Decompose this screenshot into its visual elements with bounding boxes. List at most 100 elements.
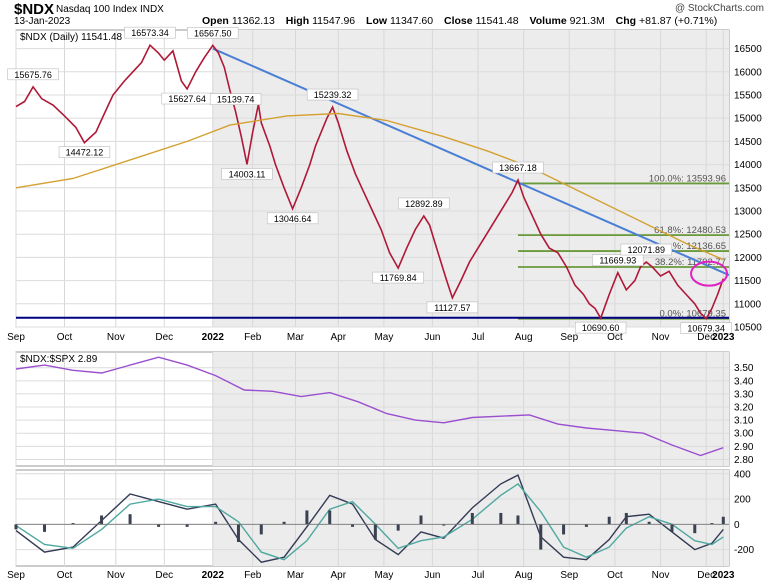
x-tick-label: 2023: [712, 332, 735, 343]
histogram-bar: [624, 512, 628, 525]
price-annotation: 12892.89: [405, 199, 443, 209]
high-value: 11547.96: [312, 15, 356, 27]
x-tick-label: Nov: [107, 570, 125, 581]
price-annotation-box: [187, 27, 239, 39]
price-y-tick-label: 15000: [734, 114, 762, 125]
price-annotation-box: [7, 68, 59, 81]
histogram-bar: [282, 521, 286, 525]
x-tick-label: Aug: [515, 570, 533, 581]
price-y-tick-label: 12000: [734, 253, 762, 264]
price-annotation: 15627.64: [168, 94, 206, 104]
x-tick-label: Aug: [515, 332, 533, 343]
watermark: @ StockCharts.com: [674, 3, 764, 14]
x-tick-label: May: [374, 332, 393, 343]
histogram-bar: [442, 524, 446, 526]
x-tick-label: Dec: [155, 570, 173, 581]
x-tick-label: Oct: [607, 332, 623, 343]
price-annotation: 15239.32: [314, 90, 352, 100]
price-annotation-box: [592, 254, 644, 267]
x-tick-label: Jul: [472, 332, 485, 343]
price-annotation: 13046.64: [274, 214, 312, 224]
x-tick-label: Dec: [697, 570, 715, 581]
histogram-bar: [328, 510, 332, 525]
x-tick-label: Mar: [287, 332, 305, 343]
histogram-bar: [100, 515, 104, 525]
price-annotation-box: [620, 243, 672, 256]
price-annotation: 16573.34: [131, 28, 169, 38]
ratio-y-tick-label: 3.50: [734, 363, 754, 374]
histogram-bar: [305, 510, 309, 525]
x-tick-label: 2022: [202, 332, 225, 343]
price-annotation-box: [574, 321, 627, 334]
ratio-shaded-region: [212, 352, 730, 466]
x-tick-label: Nov: [652, 332, 670, 343]
chg-label: Chg: [615, 15, 637, 27]
x-tick-label: Apr: [330, 332, 346, 343]
price-annotation-box: [306, 88, 359, 101]
price-y-tick-label: 13500: [734, 183, 762, 194]
x-tick-label: 2022: [202, 570, 225, 581]
ratio-y-tick-label: 3.30: [734, 389, 754, 400]
histogram-bar: [71, 523, 75, 525]
low-label: Low: [366, 15, 388, 27]
chart-date: 13-Jan-2023: [14, 16, 71, 27]
fib-level-label: %: 12136.65: [673, 241, 726, 252]
price-annotation-box: [680, 322, 732, 334]
price-annotation: 11669.93: [599, 256, 636, 266]
histogram-bar: [351, 524, 355, 527]
highlight-circle: [690, 260, 729, 287]
x-tick-label: Nov: [652, 570, 670, 581]
price-y-tick-label: 14500: [734, 137, 762, 148]
fib-level-label: 0.0%: 10679.35: [659, 309, 726, 320]
x-tick-label: Jun: [424, 332, 440, 343]
x-tick-label: Oct: [607, 570, 623, 581]
low-value: 11347.60: [390, 15, 434, 27]
x-tick-label: Apr: [330, 570, 346, 581]
histogram-bar: [710, 523, 714, 525]
price-y-tick-label: 15500: [734, 90, 762, 101]
fib-level-label: 61.8%: 12480.53: [654, 225, 726, 236]
histogram-bar: [647, 521, 651, 525]
volume-label: Volume: [529, 15, 567, 27]
histogram-bar: [516, 515, 520, 525]
price-series-line: [15, 112, 724, 261]
x-tick-label: Dec: [155, 332, 173, 343]
ratio-series-line: [15, 356, 724, 457]
x-tick-label: Oct: [57, 332, 73, 343]
price-annotation: 14472.12: [66, 148, 104, 158]
histogram-bar: [43, 524, 47, 532]
histogram-bar: [584, 524, 588, 527]
histogram-bar: [607, 516, 611, 525]
histogram-bar: [396, 524, 400, 531]
index-full-name: Nasdaq 100 Index: [56, 4, 138, 15]
open-value: 11362.13: [231, 15, 275, 27]
histogram-bar: [185, 524, 189, 527]
histogram-bar: [14, 524, 18, 530]
x-tick-label: Sep: [560, 570, 578, 581]
price-annotation: 10679.34: [687, 324, 725, 334]
index-name: Nasdaq 100 Index INDX: [56, 4, 164, 15]
price-annotation-box: [221, 168, 273, 180]
price-annotation: 15675.76: [14, 70, 52, 80]
trendline: [212, 47, 730, 276]
fib-level-label: 38.2%: 11792.77: [655, 257, 726, 268]
price-annotation-box: [492, 161, 544, 174]
x-tick-label: Dec: [697, 332, 715, 343]
price-annotation: 10690.60: [582, 323, 620, 333]
price-annotation-box: [58, 146, 111, 158]
price-annotation: 11127.57: [434, 303, 470, 313]
x-tick-label: Jun: [424, 570, 440, 581]
volume-value: 921.3M: [569, 15, 605, 27]
x-tick-label: Jul: [472, 570, 485, 581]
symbol: $NDX: [14, 1, 55, 18]
price-annotation-box: [398, 197, 450, 210]
histogram-bar: [157, 524, 161, 527]
oscillator-y-tick-label: 200: [734, 495, 751, 506]
ratio-y-tick-label: 3.10: [734, 416, 754, 427]
price-annotation: 16567.50: [194, 28, 232, 38]
price-y-tick-label: 14000: [734, 160, 762, 171]
ratio-y-tick-label: 3.00: [734, 429, 754, 440]
price-y-tick-label: 10500: [734, 323, 762, 334]
x-tick-label: Nov: [107, 332, 125, 343]
close-label: Close: [443, 15, 473, 27]
